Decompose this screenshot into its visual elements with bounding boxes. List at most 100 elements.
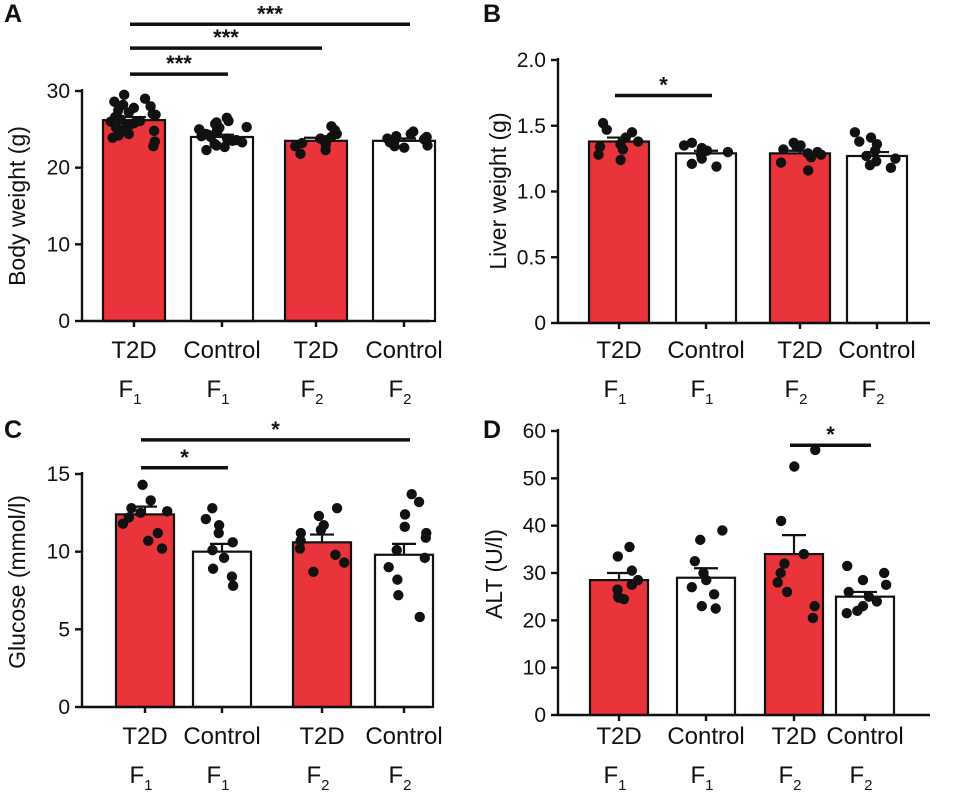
data-point (696, 600, 708, 612)
data-point (399, 142, 410, 153)
data-point (414, 611, 425, 623)
data-point (137, 479, 148, 491)
data-point (854, 136, 865, 147)
category-label: Control (667, 337, 744, 364)
data-point (809, 600, 820, 612)
data-point (890, 153, 901, 164)
data-point (383, 562, 394, 573)
significance-stars: * (271, 417, 280, 442)
category-label: Control (183, 723, 260, 750)
data-point (231, 134, 242, 146)
y-tick-label: 2.0 (517, 49, 546, 72)
data-point (878, 567, 890, 579)
data-point (295, 148, 306, 160)
data-point (594, 141, 606, 152)
data-point (789, 461, 800, 472)
data-point (193, 124, 205, 135)
bar-2 (191, 550, 253, 709)
bar-3 (763, 552, 825, 717)
data-point (701, 574, 712, 586)
y-axis-label: ALT (U/l) (481, 529, 507, 619)
data-point (722, 146, 734, 158)
generation-subscript: 2 (403, 777, 411, 793)
data-point (124, 119, 136, 130)
category-label: T2D (596, 723, 641, 750)
generation-label: F2 (778, 762, 801, 793)
data-point (406, 488, 417, 500)
data-point (772, 577, 783, 588)
bar-3 (768, 152, 832, 325)
generation-label: F1 (690, 376, 713, 408)
data-point (118, 89, 130, 101)
data-point (696, 153, 707, 164)
panel-b-liver-weight: B 0 0.5 1.0 1.5 2.0 T2D F1 Control F1 T2D F2 Contro… (483, 0, 930, 408)
data-point (221, 133, 233, 144)
data-point (149, 136, 161, 147)
category-label: T2D (122, 723, 167, 750)
data-point (871, 596, 883, 607)
data-point (612, 551, 623, 562)
data-point (843, 586, 854, 598)
data-point (841, 608, 852, 619)
generation-subscript: 2 (321, 777, 329, 793)
data-point (308, 566, 319, 578)
generation-subscript: 2 (876, 391, 884, 408)
bar-4 (845, 154, 909, 325)
bar-3 (283, 139, 349, 323)
data-point (143, 535, 154, 546)
y-tick-label: 1.5 (517, 115, 546, 138)
data-point (331, 502, 343, 514)
y-tick-label: 20 (47, 157, 70, 180)
panel-d-alt: D 0 10 20 30 40 50 60 T2D F1 Control F1 T2D F2 Contro… (481, 416, 930, 793)
y-tick-label: 15 (47, 463, 70, 486)
y-axis-label: Body weight (g) (4, 126, 30, 286)
category-label: Control (826, 723, 903, 750)
data-point (117, 99, 129, 111)
data-point (211, 124, 223, 136)
data-point (117, 518, 129, 529)
data-point (798, 548, 810, 560)
y-tick-label: 0 (534, 312, 546, 335)
data-point (617, 144, 629, 155)
data-point (857, 574, 869, 586)
data-point (678, 140, 690, 151)
panel-label-d: D (483, 416, 501, 444)
data-point (389, 141, 400, 152)
generation-subscript: 1 (144, 777, 152, 793)
category-label: Control (667, 723, 744, 750)
y-tick-label: 5 (58, 618, 70, 641)
data-point (315, 524, 327, 536)
data-point (885, 162, 897, 174)
generation-label: F2 (300, 376, 323, 408)
data-point (213, 520, 225, 531)
y-tick-label: 0.5 (517, 246, 546, 269)
data-point (861, 150, 872, 162)
data-point (632, 136, 644, 147)
panel-label-a: A (4, 0, 22, 28)
generation-subscript: 1 (705, 391, 713, 408)
data-point (156, 543, 168, 554)
data-point (869, 145, 881, 156)
data-point (686, 582, 697, 593)
generation-subscript: 1 (705, 777, 713, 793)
data-point (213, 527, 224, 539)
category-label: Control (183, 337, 260, 364)
data-point (779, 558, 790, 569)
data-point (109, 96, 120, 107)
data-point (624, 541, 635, 553)
bar-1 (588, 578, 650, 717)
data-point (686, 158, 698, 170)
generation-label: F2 (861, 376, 884, 408)
generation-subscript: 1 (133, 391, 141, 408)
data-point (145, 101, 156, 112)
data-point (201, 144, 212, 156)
data-point (408, 126, 419, 137)
data-point (393, 589, 404, 601)
generation-label: F2 (784, 376, 807, 408)
data-point (708, 589, 720, 600)
panel-c-glucose: C 0 5 10 15 T2D F1 Control F1 T2D F2 Control F2 Gluc… (4, 416, 443, 793)
generation-label: F2 (388, 376, 411, 408)
generation-label: F1 (118, 376, 141, 408)
bar-4 (373, 553, 435, 709)
